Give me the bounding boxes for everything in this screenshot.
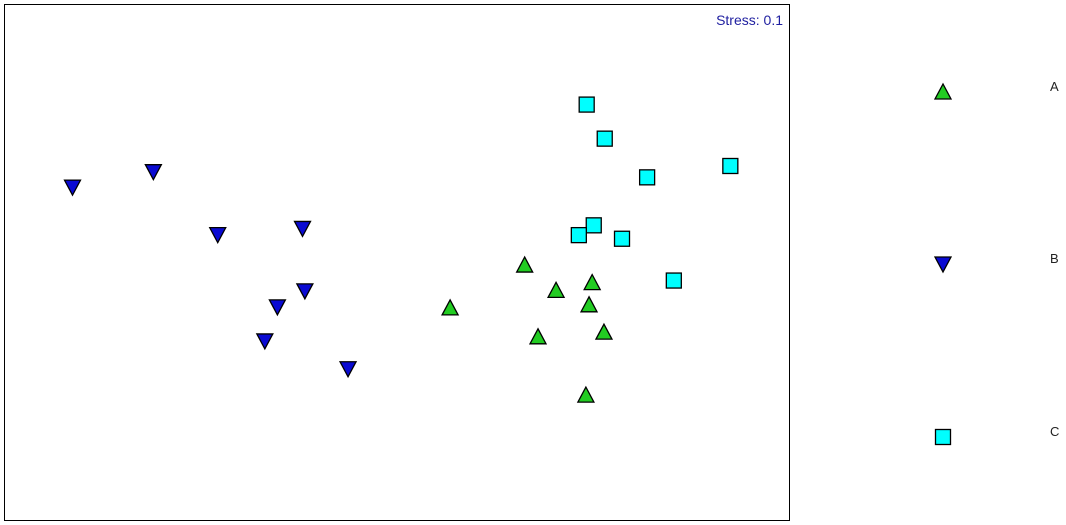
legend-marker-c: [934, 428, 952, 446]
plot-frame: [4, 4, 790, 521]
data-point-c: [585, 217, 602, 234]
data-point-b: [268, 299, 287, 317]
legend-marker-a: [933, 82, 953, 100]
data-point-a: [594, 322, 614, 340]
data-point-a: [528, 327, 548, 345]
data-point-b: [338, 361, 358, 379]
data-point-a: [576, 385, 595, 403]
data-point-c: [638, 169, 656, 186]
data-point-a: [583, 273, 602, 291]
stress-annotation: Stress: 0.1: [716, 12, 783, 28]
data-point-c: [578, 96, 595, 113]
data-point-b: [144, 164, 163, 182]
data-point-c: [722, 157, 739, 175]
legend-label-c: C: [1050, 424, 1059, 439]
legend: A B C: [933, 79, 1059, 446]
legend-label-a: A: [1050, 79, 1059, 94]
data-point-b: [295, 283, 314, 301]
data-point-c: [570, 226, 587, 244]
data-point-b: [255, 333, 274, 351]
data-point-a: [515, 255, 534, 273]
data-point-a: [441, 298, 460, 316]
legend-label-b: B: [1050, 251, 1059, 266]
data-point-a: [579, 295, 599, 313]
data-points: [63, 96, 739, 403]
legend-marker-b: [933, 256, 953, 274]
data-point-c: [665, 272, 682, 289]
data-point-a: [546, 280, 566, 298]
data-point-c: [596, 130, 613, 147]
data-point-c: [613, 230, 631, 247]
data-point-b: [63, 179, 82, 197]
data-point-b: [293, 220, 312, 238]
data-point-b: [208, 226, 227, 245]
